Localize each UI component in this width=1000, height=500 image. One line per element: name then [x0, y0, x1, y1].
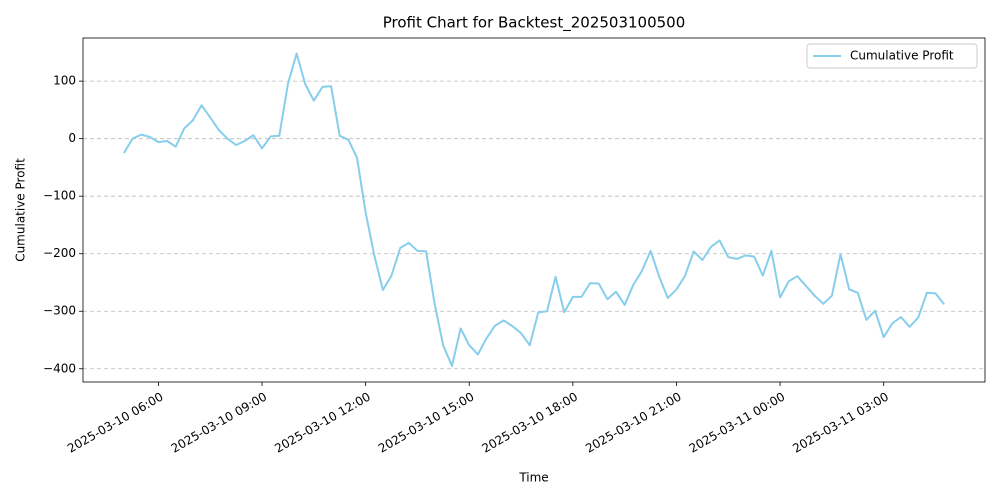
y-tick-label: 100 [53, 74, 76, 88]
y-tick-label: −400 [43, 361, 76, 375]
y-tick-label: −300 [43, 304, 76, 318]
legend: Cumulative Profit [806, 43, 978, 69]
y-tick-label: −200 [43, 246, 76, 260]
y-axis-label: Cumulative Profit [14, 158, 28, 262]
plot-frame [82, 37, 986, 383]
line [123, 52, 945, 367]
legend-label: Cumulative Profit [850, 49, 954, 63]
x-axis-label: Time [518, 471, 548, 485]
y-tick-label: −100 [43, 189, 76, 203]
chart-title: Profit Chart for Backtest_202503100500 [383, 14, 686, 33]
legend-box [806, 43, 978, 69]
y-tick-label: 0 [68, 131, 76, 145]
